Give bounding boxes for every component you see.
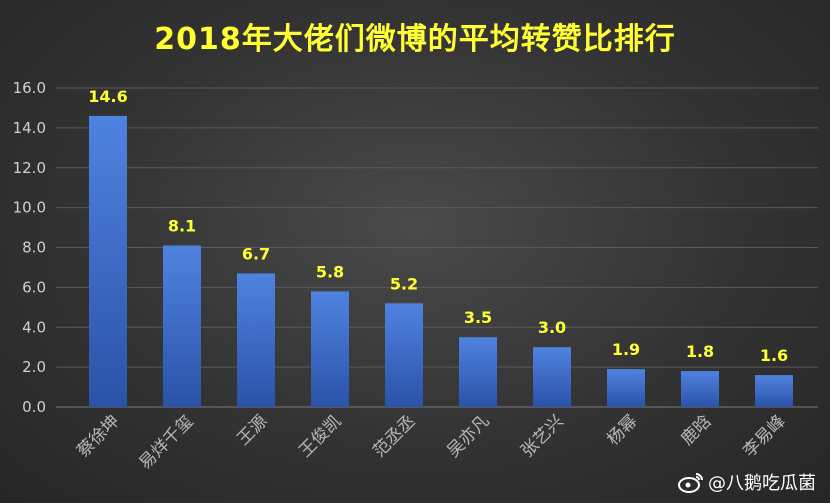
y-tick-label: 2.0 <box>22 358 46 376</box>
category-label: 杨幂 <box>603 411 641 449</box>
data-label: 1.6 <box>760 346 788 365</box>
watermark-text: @八鹅吃瓜菌 <box>708 473 816 494</box>
bar <box>459 337 497 407</box>
bar <box>681 371 719 407</box>
data-label: 6.7 <box>242 244 270 263</box>
weibo-logo-icon <box>678 473 703 493</box>
category-label: 张艺兴 <box>517 411 567 461</box>
y-tick-label: 14.0 <box>13 119 46 137</box>
category-labels: 蔡徐坤 易烊千玺 王源 王俊凯 范丞丞 吴亦凡 张艺兴 杨幂 鹿晗 李易峰 <box>73 411 789 473</box>
chart-title: 2018年大佬们微博的平均转赞比排行 <box>154 22 676 57</box>
data-label: 5.2 <box>390 274 418 293</box>
y-tick-label: 6.0 <box>22 278 46 296</box>
y-tick-label: 8.0 <box>22 239 46 257</box>
category-label: 鹿晗 <box>677 411 715 449</box>
data-label: 3.5 <box>464 308 492 327</box>
data-label: 8.1 <box>168 217 196 236</box>
y-tick-label: 12.0 <box>13 159 46 177</box>
data-label: 1.9 <box>612 340 640 359</box>
category-label: 王俊凯 <box>295 411 345 461</box>
data-label: 3.0 <box>538 318 566 337</box>
bar <box>385 303 423 407</box>
category-label: 王源 <box>233 411 271 449</box>
watermark: @八鹅吃瓜菌 <box>678 469 816 495</box>
category-label: 范丞丞 <box>369 411 419 461</box>
data-label: 1.8 <box>686 342 714 361</box>
data-label: 5.8 <box>316 262 344 281</box>
bar <box>89 115 127 407</box>
category-label: 李易峰 <box>739 411 789 461</box>
y-axis-ticks: 0.0 2.0 4.0 6.0 8.0 10.0 12.0 14.0 16.0 <box>13 79 46 416</box>
bar <box>755 375 793 407</box>
bar <box>607 369 645 407</box>
y-tick-label: 10.0 <box>13 199 46 217</box>
y-tick-label: 4.0 <box>22 318 46 336</box>
category-label: 蔡徐坤 <box>73 411 123 461</box>
bar <box>533 347 571 407</box>
bar <box>311 291 349 407</box>
bars <box>89 115 793 407</box>
y-tick-label: 16.0 <box>13 79 46 97</box>
y-tick-label: 0.0 <box>22 398 46 416</box>
bar <box>237 273 275 407</box>
bar <box>163 245 201 407</box>
category-label: 吴亦凡 <box>443 411 493 461</box>
data-label: 14.6 <box>88 87 127 106</box>
value-labels: 14.6 8.1 6.7 5.8 5.2 3.5 3.0 1.9 1.8 1.6 <box>88 87 788 365</box>
category-label: 易烊千玺 <box>135 411 197 473</box>
